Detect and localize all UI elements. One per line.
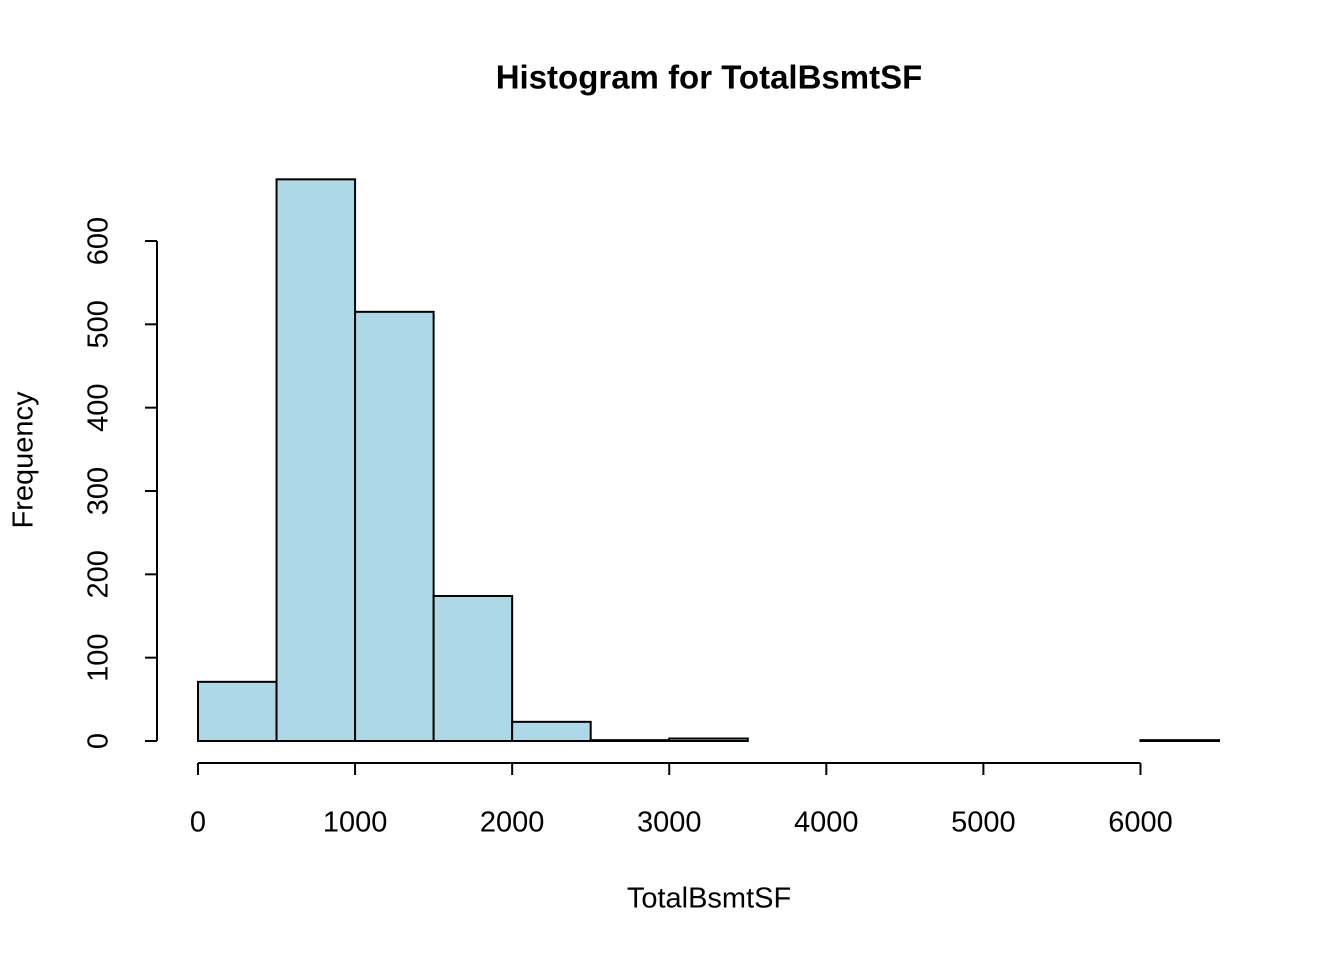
x-tick-label: 3000 — [637, 807, 702, 839]
x-axis-label: TotalBsmtSF — [627, 883, 791, 915]
y-tick-label: 600 — [83, 217, 115, 265]
bar — [1139, 739, 1221, 743]
y-tick-label: 100 — [83, 633, 115, 681]
x-tick-label: 6000 — [1108, 807, 1173, 839]
x-tick-label: 5000 — [951, 807, 1016, 839]
y-tick-label: 300 — [83, 467, 115, 515]
bar — [432, 595, 514, 742]
bar — [511, 720, 592, 742]
chart-title: Histogram for TotalBsmtSF — [496, 59, 923, 96]
y-tick-label: 400 — [83, 383, 115, 431]
x-tick-label: 2000 — [480, 807, 545, 839]
bar — [668, 737, 749, 742]
y-tick-label: 500 — [83, 300, 115, 348]
bar — [589, 739, 671, 743]
y-tick-label: 0 — [83, 733, 115, 749]
x-tick-label: 4000 — [794, 807, 859, 839]
bar — [197, 680, 278, 742]
x-tick-label: 1000 — [323, 807, 388, 839]
bar — [354, 310, 435, 742]
y-axis-label: Frequency — [8, 391, 40, 529]
x-tick-label: 0 — [190, 807, 206, 839]
bar — [275, 178, 357, 743]
y-tick-label: 200 — [83, 550, 115, 598]
